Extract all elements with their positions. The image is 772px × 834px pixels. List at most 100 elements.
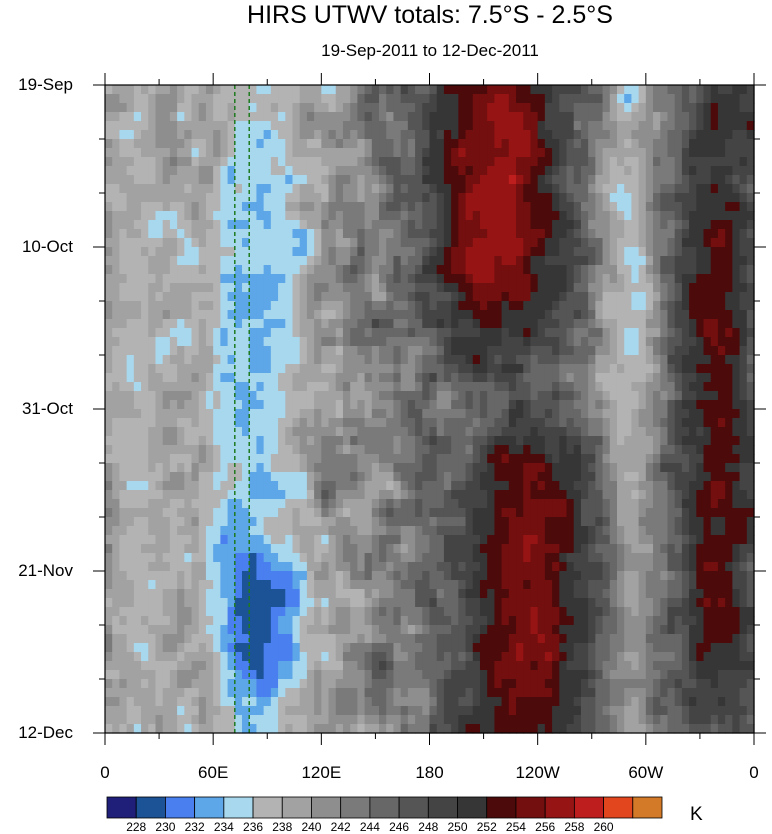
heatmap-cell (436, 292, 445, 302)
heatmap-cell (169, 256, 178, 266)
heatmap-cell (169, 184, 178, 194)
heatmap-cell (386, 517, 395, 527)
heatmap-cell (119, 283, 128, 293)
heatmap-cell (415, 256, 423, 266)
heatmap-cell (227, 94, 236, 104)
heatmap-cell (660, 139, 669, 149)
heatmap-cell (458, 256, 467, 266)
heatmap-cell (299, 481, 308, 491)
heatmap-cell (407, 391, 416, 401)
heatmap-cell (342, 445, 351, 455)
heatmap-cell (465, 310, 474, 320)
heatmap-cell (508, 517, 517, 527)
heatmap-cell (249, 490, 258, 500)
heatmap-cell (717, 301, 726, 311)
heatmap-cell (544, 391, 553, 401)
heatmap-cell (681, 454, 690, 464)
heatmap-cell (746, 409, 755, 419)
heatmap-cell (263, 400, 272, 410)
heatmap-cell (465, 121, 474, 131)
heatmap-cell (278, 472, 286, 482)
heatmap-cell (328, 211, 337, 221)
heatmap-cell (739, 319, 748, 329)
heatmap-cell (227, 436, 236, 446)
heatmap-cell (184, 274, 193, 284)
heatmap-cell (465, 94, 474, 104)
heatmap-cell (256, 328, 265, 338)
heatmap-cell (681, 193, 690, 203)
heatmap-cell (141, 355, 149, 365)
heatmap-cell (472, 409, 481, 419)
heatmap-cell (624, 310, 633, 320)
heatmap-cell (681, 211, 690, 221)
heatmap-cell (249, 400, 258, 410)
heatmap-cell (133, 526, 142, 536)
heatmap-cell (616, 382, 625, 392)
heatmap-cell (681, 274, 690, 284)
heatmap-cell (350, 166, 358, 176)
heatmap-cell (278, 229, 286, 239)
heatmap-cell (162, 157, 171, 167)
heatmap-cell (631, 526, 640, 536)
heatmap-cell (739, 472, 748, 482)
heatmap-cell (256, 238, 265, 248)
heatmap-cell (126, 409, 135, 419)
heatmap-cell (451, 220, 459, 230)
heatmap-cell (501, 238, 510, 248)
heatmap-cell (660, 337, 669, 347)
heatmap-cell (321, 247, 330, 257)
heatmap-cell (278, 247, 286, 257)
heatmap-cell (537, 85, 546, 95)
heatmap-cell (523, 292, 532, 302)
heatmap-cell (645, 391, 654, 401)
heatmap-cell (487, 301, 495, 311)
heatmap-cell (487, 454, 495, 464)
heatmap-cell (479, 184, 488, 194)
heatmap-cell (725, 526, 733, 536)
heatmap-cell (263, 337, 272, 347)
heatmap-cell (357, 535, 366, 545)
heatmap-cell (631, 148, 640, 158)
heatmap-cell (133, 319, 142, 329)
heatmap-cell (559, 238, 568, 248)
heatmap-cell (242, 202, 250, 212)
heatmap-cell (689, 274, 697, 284)
heatmap-cell (141, 553, 149, 563)
heatmap-cell (429, 472, 438, 482)
heatmap-cell (609, 247, 618, 257)
heatmap-cell (126, 364, 135, 374)
heatmap-cell (278, 94, 286, 104)
heatmap-cell (191, 526, 200, 536)
heatmap-cell (631, 94, 640, 104)
heatmap-cell (148, 472, 157, 482)
heatmap-cell (400, 256, 409, 266)
heatmap-cell (653, 535, 661, 545)
heatmap-cell (451, 481, 459, 491)
heatmap-cell (321, 265, 330, 275)
heatmap-cell (184, 229, 193, 239)
heatmap-cell (458, 238, 467, 248)
heatmap-cell (443, 157, 452, 167)
heatmap-cell (242, 400, 250, 410)
heatmap-cell (681, 436, 690, 446)
heatmap-cell (133, 265, 142, 275)
heatmap-cell (429, 508, 438, 518)
heatmap-cell (544, 166, 553, 176)
heatmap-cell (249, 211, 258, 221)
heatmap-cell (213, 265, 221, 275)
heatmap-cell (725, 274, 733, 284)
heatmap-cell (177, 229, 185, 239)
heatmap-cell (739, 166, 748, 176)
heatmap-cell (580, 175, 589, 185)
heatmap-cell (472, 157, 481, 167)
heatmap-cell (184, 571, 193, 581)
heatmap-cell (566, 454, 575, 464)
heatmap-cell (443, 463, 452, 473)
heatmap-cell (350, 229, 358, 239)
heatmap-cell (429, 580, 438, 590)
heatmap-cell (494, 166, 503, 176)
heatmap-cell (335, 85, 344, 95)
heatmap-cell (371, 526, 380, 536)
heatmap-cell (213, 427, 221, 437)
heatmap-cell (443, 571, 452, 581)
